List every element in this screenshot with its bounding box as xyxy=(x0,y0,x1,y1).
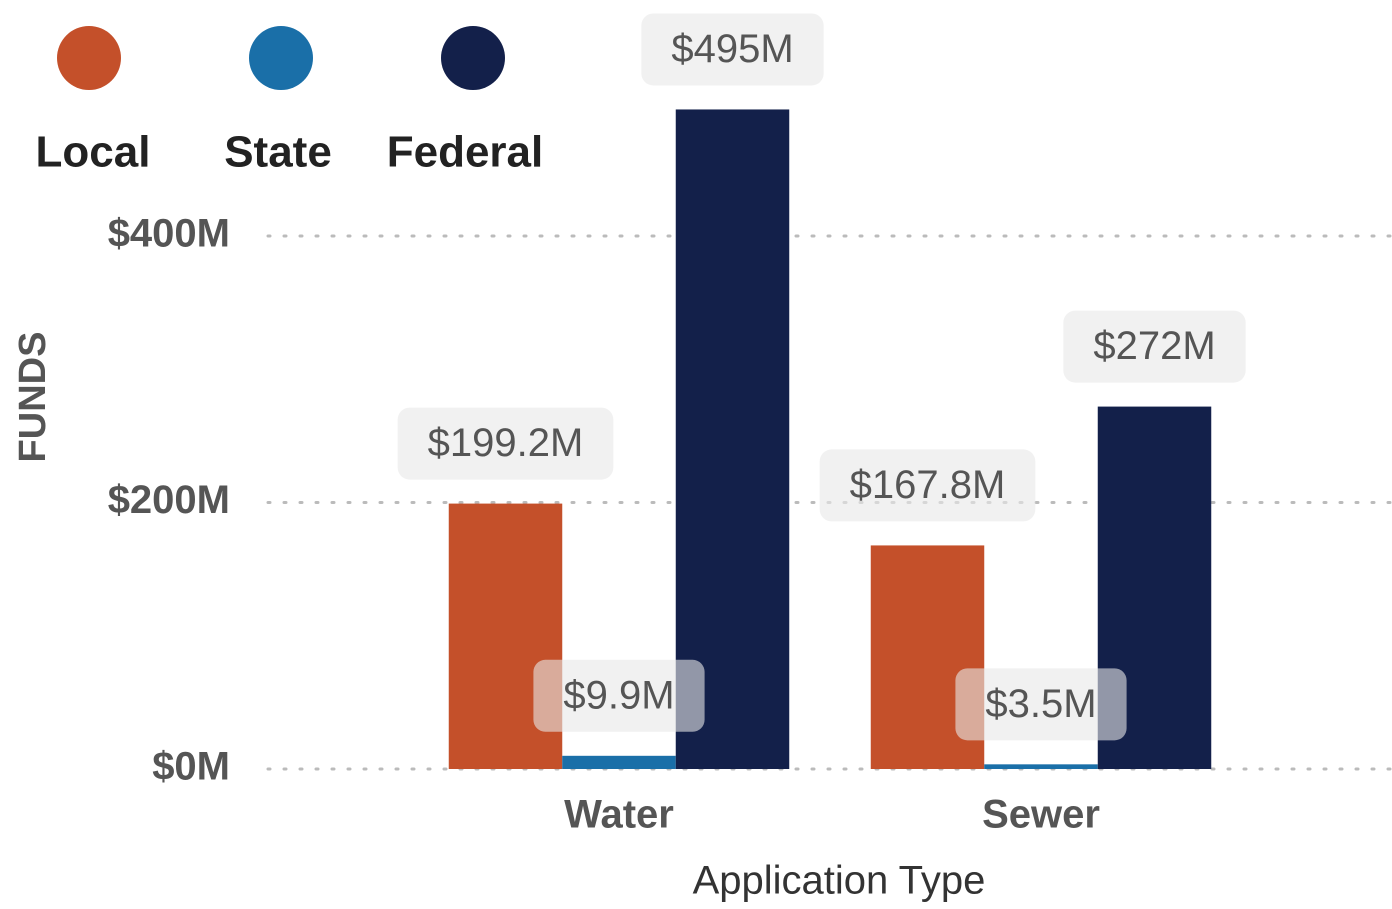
legend-label: Federal xyxy=(387,128,544,177)
data-label-box xyxy=(819,449,1036,522)
legend-marker xyxy=(249,26,313,90)
bar xyxy=(675,109,790,770)
data-label-box xyxy=(955,668,1127,741)
y-axis-label: FUNDS xyxy=(12,332,54,463)
data-label: $167.8M xyxy=(819,449,1036,522)
data-label-text: $9.9M xyxy=(563,673,674,717)
legend-marker xyxy=(441,26,505,90)
x-tick-label: Sewer xyxy=(982,793,1100,837)
data-label: $3.5M xyxy=(955,668,1127,741)
x-tick-label: Water xyxy=(564,793,674,837)
data-label-box xyxy=(1063,310,1246,383)
data-label-box xyxy=(397,407,614,480)
data-label-text: $495M xyxy=(671,27,793,71)
data-label: $199.2M xyxy=(397,407,614,480)
data-label: $9.9M xyxy=(533,659,705,732)
legend-marker xyxy=(57,26,121,90)
y-tick-label: $400M xyxy=(108,212,230,256)
data-label-box xyxy=(533,659,705,732)
data-label-box xyxy=(641,13,824,86)
data-label-text: $3.5M xyxy=(985,682,1096,726)
legend-label: State xyxy=(224,128,332,177)
data-label-text: $199.2M xyxy=(428,421,584,465)
bar xyxy=(984,764,1098,769)
data-label: $272M xyxy=(1063,310,1246,383)
x-axis-label: Application Type xyxy=(693,859,986,903)
data-label-text: $167.8M xyxy=(850,463,1006,507)
y-tick-label: $0M xyxy=(152,745,230,789)
data-label: $495M xyxy=(641,13,824,86)
data-label-text: $272M xyxy=(1093,324,1215,368)
bar xyxy=(562,755,676,769)
legend-label: Local xyxy=(36,128,151,177)
y-tick-label: $200M xyxy=(108,478,230,522)
